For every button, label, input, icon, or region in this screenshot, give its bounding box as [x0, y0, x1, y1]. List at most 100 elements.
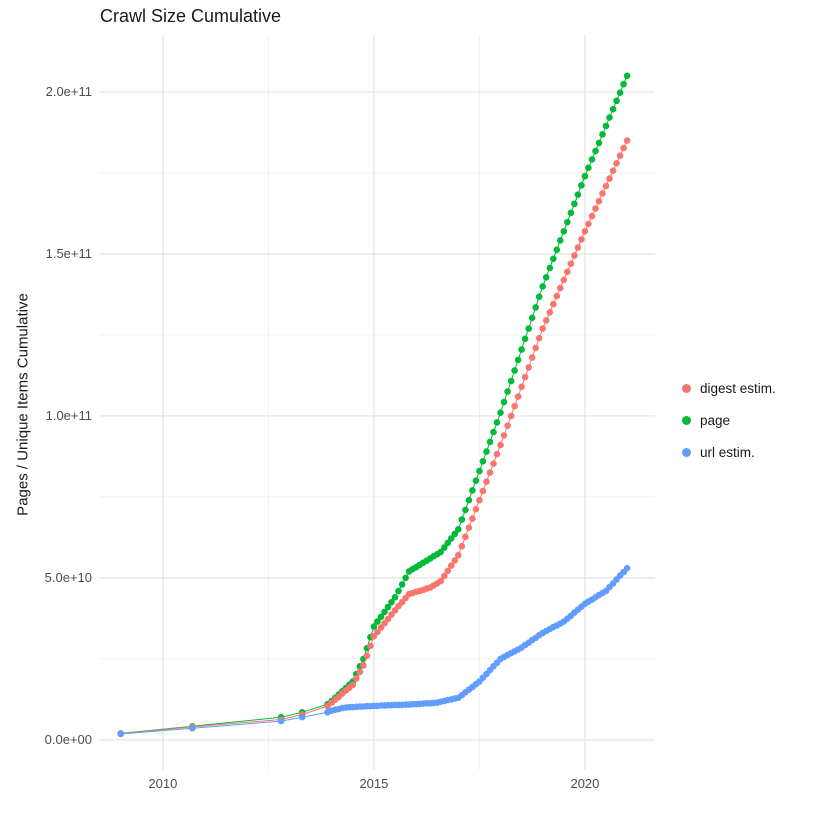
x-tick-label: 2020 — [570, 776, 600, 791]
series-url-estim — [117, 564, 631, 738]
data-point-digest-estim — [553, 292, 561, 300]
data-point-digest-estim — [616, 152, 624, 160]
data-point-page — [444, 539, 452, 547]
data-point-page — [578, 182, 585, 189]
data-point-digest-estim — [455, 551, 462, 559]
data-point-page — [571, 200, 578, 208]
data-point-page — [448, 535, 455, 542]
chart-title: Crawl Size Cumulative — [100, 6, 282, 26]
data-point-digest-estim — [384, 615, 392, 623]
data-point-digest-estim — [521, 373, 529, 381]
data-point-digest-estim — [363, 652, 371, 659]
data-point-digest-estim — [567, 260, 575, 268]
data-point-digest-estim — [578, 236, 585, 243]
series-digest-estim — [117, 137, 631, 737]
data-point-page — [521, 335, 529, 343]
data-point-page — [398, 581, 406, 588]
y-tick-label: 5.0e+10 — [44, 569, 92, 585]
data-point-digest-estim — [532, 344, 539, 352]
legend-item-page: page — [682, 410, 776, 431]
data-point-digest-estim — [437, 577, 445, 585]
data-point-digest-estim — [448, 562, 455, 569]
data-point-digest-estim — [507, 412, 515, 420]
data-point-page — [472, 477, 480, 485]
data-point-digest-estim — [490, 460, 497, 467]
data-point-url-estim — [298, 713, 306, 721]
data-point-page — [609, 105, 617, 113]
data-point-page — [402, 574, 409, 582]
data-point-page — [599, 131, 606, 138]
data-point-url-estim — [117, 730, 124, 738]
data-point-digest-estim — [609, 167, 617, 174]
data-point-page — [483, 448, 490, 455]
data-point-page — [532, 304, 539, 311]
legend-item-url-estim: url estim. — [682, 442, 776, 463]
data-point-page — [567, 209, 575, 217]
data-point-digest-estim — [374, 628, 381, 636]
data-point-page — [504, 388, 511, 395]
data-point-digest-estim — [472, 505, 480, 513]
data-point-digest-estim — [514, 393, 522, 400]
data-point-digest-estim — [469, 515, 476, 522]
data-point-page — [602, 122, 610, 130]
legend-dot-digest-estim — [682, 384, 691, 393]
data-point-page — [588, 156, 596, 163]
legend-dot-page — [682, 416, 691, 425]
data-point-digest-estim — [588, 212, 596, 220]
data-point-digest-estim — [441, 572, 448, 580]
data-point-page — [374, 618, 381, 625]
data-point-page — [377, 613, 385, 621]
data-point-page — [458, 516, 466, 523]
data-point-page — [437, 548, 445, 556]
data-point-digest-estim — [620, 144, 627, 152]
legend-label: url estim. — [700, 445, 755, 460]
data-point-page — [391, 594, 399, 601]
data-point-digest-estim — [486, 469, 494, 476]
data-point-digest-estim — [476, 496, 483, 504]
data-point-page — [518, 346, 525, 353]
y-axis-title: Pages / Unique Items Cumulative — [14, 293, 32, 516]
data-point-page — [388, 598, 395, 606]
data-point-digest-estim — [356, 668, 364, 676]
data-point-url-estim — [623, 564, 631, 572]
data-point-digest-estim — [560, 276, 568, 284]
data-point-page — [381, 608, 388, 616]
data-point-digest-estim — [528, 354, 536, 361]
data-point-page — [613, 97, 620, 105]
gridlines-major — [100, 35, 655, 770]
data-point-digest-estim — [451, 557, 459, 564]
data-point-digest-estim — [465, 524, 473, 531]
data-point-digest-estim — [613, 160, 620, 167]
data-point-digest-estim — [349, 681, 357, 689]
data-point-page — [486, 438, 494, 446]
data-point-url-estim — [277, 717, 285, 725]
data-point-page — [370, 623, 378, 630]
data-point-digest-estim — [546, 309, 554, 316]
data-point-page — [539, 283, 546, 290]
data-point-page — [493, 419, 501, 426]
data-point-page — [564, 218, 571, 226]
data-point-digest-estim — [599, 190, 606, 197]
data-point-digest-estim — [518, 383, 525, 391]
data-point-digest-estim — [353, 675, 360, 682]
data-point-page — [384, 603, 392, 611]
data-point-digest-estim — [606, 175, 613, 182]
data-point-page — [514, 356, 522, 364]
data-point-page — [592, 147, 599, 155]
data-point-page — [560, 228, 568, 235]
data-point-digest-estim — [493, 450, 501, 458]
data-point-page — [490, 428, 497, 436]
data-point-digest-estim — [581, 228, 589, 235]
data-point-digest-estim — [360, 662, 367, 669]
data-point-digest-estim — [595, 197, 603, 205]
data-point-digest-estim — [497, 441, 504, 449]
y-tick-label: 1.5e+11 — [45, 245, 92, 261]
legend-item-digest-estim: digest estim. — [682, 378, 776, 399]
data-point-digest-estim — [623, 137, 631, 144]
data-point-page — [479, 458, 487, 465]
data-point-page — [542, 274, 550, 281]
data-point-page — [511, 367, 518, 374]
data-point-page — [550, 255, 557, 263]
data-point-page — [476, 467, 483, 475]
